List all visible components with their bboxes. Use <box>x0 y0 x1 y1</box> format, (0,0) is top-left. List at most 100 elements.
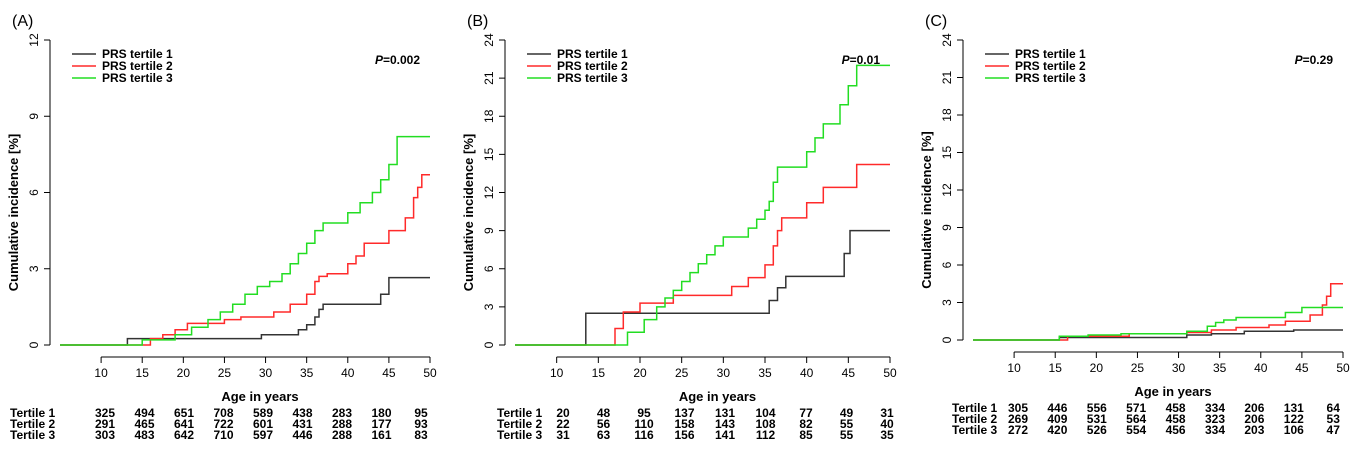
risk-cell: 137 <box>674 406 694 420</box>
x-tick-label: 25 <box>218 366 232 380</box>
x-tick-label: 45 <box>842 366 856 380</box>
y-tick-label: 0 <box>27 341 41 348</box>
y-tick-label: 18 <box>940 108 954 122</box>
y-tick-label: 6 <box>482 265 496 272</box>
p-value-symbol: P <box>842 53 851 67</box>
risk-cell: 104 <box>755 406 775 420</box>
risk-cell: 456 <box>1166 423 1186 437</box>
risk-cell: 47 <box>1327 423 1341 437</box>
risk-cell: 83 <box>414 428 428 442</box>
x-tick-label: 45 <box>1295 361 1309 375</box>
risk-cell: 31 <box>880 406 894 420</box>
x-tick-label: 50 <box>423 366 437 380</box>
risk-cell: 458 <box>1166 412 1186 426</box>
risk-cell: 283 <box>332 406 352 420</box>
risk-cell: 95 <box>637 406 651 420</box>
risk-cell: 55 <box>840 417 854 431</box>
risk-cell: 177 <box>371 417 391 431</box>
risk-cell: 203 <box>1244 423 1264 437</box>
series-line-tertile-1 <box>973 329 1343 341</box>
x-tick-label: 45 <box>382 366 396 380</box>
panel-c: (C) 0 3 6 9 12 15 18 21 24 Cumulative incidence [%… <box>919 13 1350 437</box>
x-tick-label: 10 <box>94 366 108 380</box>
legend-label: PRS tertile 3 <box>557 71 628 85</box>
p-value: P=0.29 <box>1295 53 1334 67</box>
risk-cell: 95 <box>414 406 428 420</box>
y-tick-label: 15 <box>482 147 496 161</box>
risk-cell: 206 <box>1244 401 1264 415</box>
p-value: P=0.01 <box>842 53 881 67</box>
risk-row-label: Tertile 1 <box>952 401 997 415</box>
x-tick-label: 30 <box>259 366 273 380</box>
risk-cell: 651 <box>174 406 194 420</box>
risk-cell: 431 <box>292 417 312 431</box>
y-tick-label: 12 <box>27 33 41 47</box>
y-tick-label: 12 <box>482 186 496 200</box>
risk-cell: 291 <box>95 417 115 431</box>
y-tick-label: 9 <box>940 224 954 231</box>
risk-cell: 323 <box>1205 412 1225 426</box>
y-tick-label: 9 <box>482 227 496 234</box>
risk-cell: 106 <box>1284 423 1304 437</box>
x-tick-label: 15 <box>1049 361 1063 375</box>
risk-cell: 458 <box>1166 401 1186 415</box>
x-tick-label: 50 <box>883 366 897 380</box>
legend-label: PRS tertile 3 <box>1015 71 1086 85</box>
risk-cell: 465 <box>134 417 154 431</box>
risk-cell: 206 <box>1244 412 1264 426</box>
p-value: P=0.002 <box>375 53 420 67</box>
x-tick-label: 30 <box>1172 361 1186 375</box>
panel-b: (B) 0 3 6 9 12 15 18 21 24 Cumulative incidence [%… <box>461 13 897 442</box>
y-tick-label: 0 <box>940 336 954 343</box>
panel-a: (A) 0 3 6 9 12 Cumulative incidence [%] 10 15 20 2… <box>6 13 437 442</box>
risk-cell: 438 <box>292 406 312 420</box>
risk-cell: 156 <box>674 428 694 442</box>
risk-cell: 161 <box>371 428 391 442</box>
p-value-number: =0.002 <box>383 53 420 67</box>
risk-cell: 409 <box>1047 412 1067 426</box>
risk-cell: 446 <box>292 428 312 442</box>
risk-row-label: Tertile 1 <box>497 406 542 420</box>
p-value-number: =0.01 <box>850 53 881 67</box>
x-tick-label: 50 <box>1336 361 1350 375</box>
risk-cell: 85 <box>799 428 813 442</box>
x-tick-label: 10 <box>1007 361 1021 375</box>
risk-cell: 420 <box>1047 423 1067 437</box>
y-axis-label: Cumulative incidence [%] <box>461 134 476 291</box>
y-axis-label: Cumulative incidence [%] <box>6 134 21 291</box>
risk-cell: 77 <box>799 406 813 420</box>
y-tick-label: 15 <box>940 146 954 160</box>
series-line-tertile-2 <box>515 163 890 346</box>
y-tick-label: 3 <box>27 265 41 272</box>
risk-cell: 571 <box>1126 401 1146 415</box>
series-line-tertile-1 <box>60 276 430 346</box>
risk-cell: 131 <box>715 406 735 420</box>
y-tick-label: 18 <box>482 109 496 123</box>
x-tick-label: 35 <box>758 366 772 380</box>
risk-cell: 269 <box>1008 412 1028 426</box>
risk-cell: 53 <box>1327 412 1341 426</box>
x-tick-label: 35 <box>1213 361 1227 375</box>
x-tick-label: 10 <box>550 366 564 380</box>
risk-cell: 158 <box>674 417 694 431</box>
risk-cell: 303 <box>95 428 115 442</box>
risk-cell: 22 <box>556 417 570 431</box>
risk-cell: 334 <box>1205 423 1225 437</box>
risk-cell: 116 <box>634 428 654 442</box>
risk-row-label: Tertile 2 <box>497 417 542 431</box>
risk-cell: 63 <box>597 428 611 442</box>
legend-label: PRS tertile 2 <box>557 59 628 73</box>
risk-row-label: Tertile 3 <box>497 428 542 442</box>
risk-cell: 49 <box>840 406 854 420</box>
risk-cell: 288 <box>332 417 352 431</box>
risk-cell: 597 <box>253 428 273 442</box>
risk-cell: 82 <box>799 417 813 431</box>
x-tick-label: 20 <box>1090 361 1104 375</box>
risk-cell: 494 <box>134 406 154 420</box>
risk-cell: 642 <box>174 428 194 442</box>
legend-label: PRS tertile 2 <box>1015 59 1086 73</box>
panel-label: (B) <box>467 13 488 30</box>
risk-cell: 710 <box>213 428 233 442</box>
risk-cell: 288 <box>332 428 352 442</box>
